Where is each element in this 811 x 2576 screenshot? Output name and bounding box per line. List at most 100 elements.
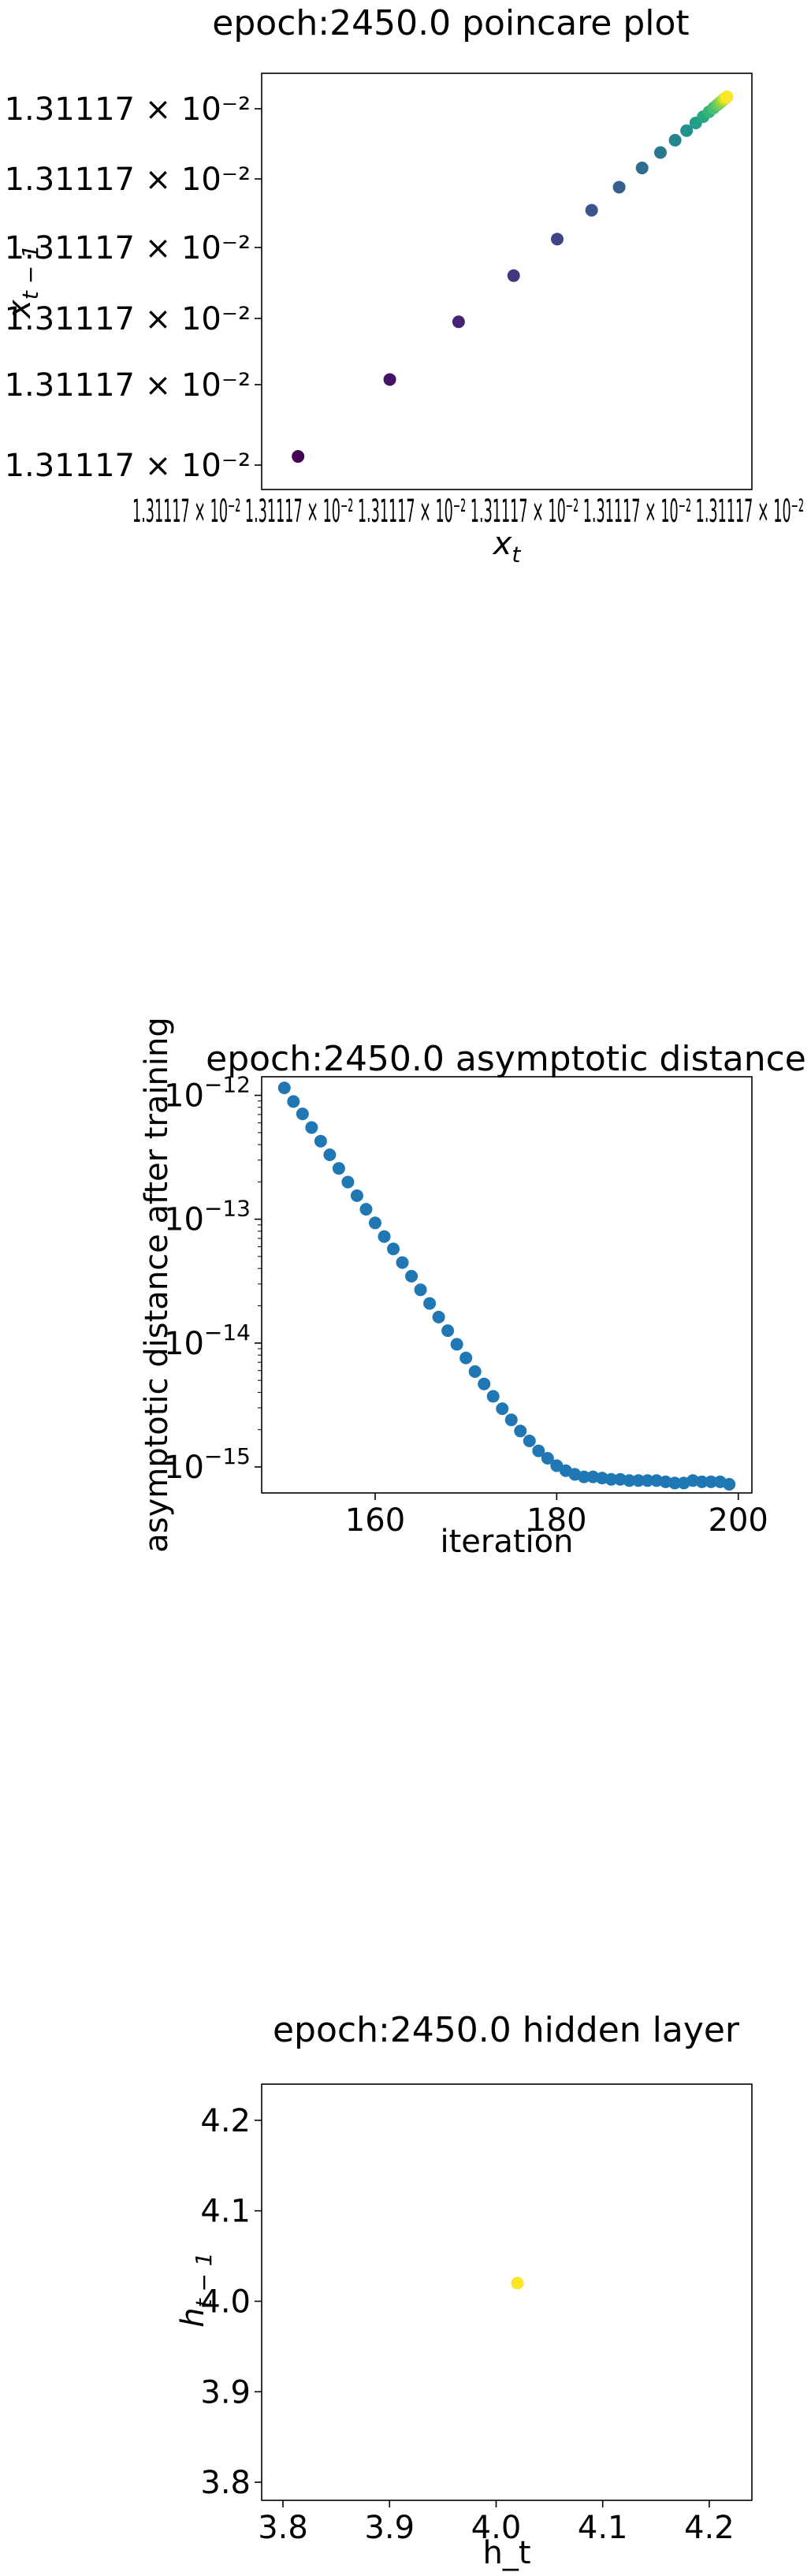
asymptotic-point (478, 1377, 491, 1390)
asymptotic-point (287, 1095, 300, 1108)
poincare-point (635, 162, 649, 175)
hidden-layer-y-tick-label: 3.9 (200, 2374, 251, 2410)
asymptotic-point (632, 1474, 645, 1487)
poincare-point (720, 90, 734, 103)
asymptotic-point (577, 1470, 590, 1483)
asymptotic-x-tick-label: 180 (526, 1502, 586, 1539)
asymptotic-point (359, 1203, 373, 1216)
asymptotic-x-tick-label: 200 (709, 1502, 768, 1539)
asymptotic-point (332, 1162, 345, 1175)
asymptotic-point (723, 1478, 736, 1491)
asymptotic-point (523, 1435, 536, 1447)
poincare-y-tick-label: 1.31117 × 10⁻² (5, 448, 251, 484)
asymptotic-point (350, 1189, 363, 1202)
asymptotic-x-ticks: 160 180 200 (345, 1493, 768, 1539)
asymptotic-point (450, 1338, 463, 1351)
hidden-layer-x-tick-label: 4.2 (684, 2510, 735, 2546)
poincare-point (668, 133, 682, 147)
poincare-y-tick-label: 1.31117 × 10⁻² (5, 162, 251, 198)
hidden-layer-points (511, 2276, 524, 2290)
hidden-layer-y-tick-label: 4.2 (200, 2103, 251, 2139)
hidden-layer-x-tick-label: 3.8 (258, 2510, 308, 2546)
asymptotic-x-axis-label: iteration (441, 1524, 574, 1560)
asymptotic-point (486, 1390, 500, 1403)
asymptotic-point (296, 1107, 309, 1121)
asymptotic-point (695, 1475, 709, 1488)
asymptotic-point (441, 1324, 455, 1338)
hidden-layer-x-tick-label: 3.9 (364, 2510, 415, 2546)
hidden-layer-x-tick-label: 4.0 (471, 2510, 522, 2546)
poincare-point (383, 373, 396, 386)
hidden-layer-point (511, 2276, 524, 2290)
asymptotic-point (504, 1413, 518, 1427)
poincare-x-tick-labels: 1.31117 × 10⁻² 1.31117 × 10⁻² 1.31117 × … (132, 493, 804, 530)
asymptotic-point (314, 1134, 327, 1148)
poincare-points (292, 90, 734, 463)
poincare-plot-area (261, 73, 753, 490)
poincare-y-axis-label: xt − 1 (2, 244, 43, 320)
asymptotic-point (423, 1297, 437, 1310)
asymptotic-point (414, 1283, 427, 1297)
asymptotic-point (496, 1402, 509, 1416)
asymptotic-point (641, 1474, 654, 1487)
poincare-y-tick-label: 1.31117 × 10⁻² (5, 367, 251, 404)
poincare-chart: epoch:2450.0 poincare plot 1.31117 × 10⁻… (2, 3, 804, 568)
asymptotic-point (405, 1270, 419, 1282)
poincare-point (612, 181, 626, 194)
hidden-layer-y-tick-label: 4.0 (200, 2284, 251, 2320)
poincare-y-ticks: 1.31117 × 10⁻² 1.31117 × 10⁻² 1.31117 × 10… (5, 91, 262, 484)
asymptotic-title: epoch:2450.0 asymptotic distance (206, 1039, 806, 1079)
asymptotic-y-tick-label: 10−13 (164, 1196, 251, 1238)
poincare-point (551, 233, 564, 246)
asymptotic-point (432, 1310, 445, 1323)
asymptotic-point (623, 1474, 636, 1487)
asymptotic-point (532, 1444, 545, 1457)
hidden-layer-x-ticks: 3.8 3.9 4.0 4.1 4.2 (258, 2500, 735, 2546)
hidden-layer-chart: epoch:2450.0 hidden layer 3.8 3.9 4.0 4.1 4.… (175, 2010, 753, 2571)
hidden-layer-title: epoch:2450.0 hidden layer (273, 2010, 740, 2050)
asymptotic-point (459, 1351, 473, 1364)
asymptotic-plot-area (261, 1076, 753, 1494)
asymptotic-point (277, 1081, 291, 1095)
poincare-y-tick-label: 1.31117 × 10⁻² (5, 230, 251, 266)
asymptotic-y-axis-label: asymptotic distance after training (139, 1017, 175, 1553)
asymptotic-point (341, 1175, 355, 1189)
asymptotic-y-tick-label: 10−14 (164, 1320, 251, 1362)
hidden-layer-y-ticks: 3.8 3.9 4.0 4.1 4.2 (200, 2103, 262, 2501)
asymptotic-point (387, 1242, 400, 1256)
asymptotic-point (605, 1472, 618, 1486)
poincare-x-axis-label: xt (492, 526, 522, 568)
poincare-y-tick-label: 1.31117 × 10⁻² (5, 301, 251, 337)
asymptotic-point (368, 1216, 381, 1230)
asymptotic-x-tick-label: 160 (345, 1502, 405, 1539)
poincare-point (507, 269, 520, 282)
asymptotic-point (396, 1256, 409, 1269)
poincare-point (452, 315, 465, 329)
asymptotic-points (277, 1081, 736, 1491)
hidden-layer-plot-area (261, 2083, 753, 2501)
hidden-layer-x-tick-label: 4.1 (578, 2510, 628, 2546)
poincare-title: epoch:2450.0 poincare plot (212, 3, 689, 43)
poincare-y-tick-label: 1.31117 × 10⁻² (5, 91, 251, 128)
asymptotic-point (305, 1121, 318, 1134)
asymptotic-point (705, 1475, 718, 1488)
asymptotic-y-ticks: 10−12 10−13 10−14 10−15 (164, 1072, 262, 1486)
asymptotic-point (468, 1365, 482, 1378)
hidden-layer-y-tick-label: 4.1 (200, 2194, 251, 2230)
hidden-layer-x-axis-label: h_t (482, 2535, 530, 2571)
poincare-point (585, 203, 598, 217)
asymptotic-point (323, 1148, 337, 1161)
asymptotic-point (378, 1230, 391, 1243)
poincare-point (292, 450, 305, 463)
asymptotic-point (668, 1476, 682, 1490)
hidden-layer-y-tick-label: 3.8 (200, 2465, 251, 2501)
asymptotic-point (514, 1424, 527, 1438)
asymptotic-y-tick-label: 10−12 (164, 1072, 251, 1115)
asymptotic-point (541, 1452, 554, 1465)
asymptotic-y-tick-label: 10−15 (164, 1443, 251, 1486)
poincare-point (653, 146, 667, 159)
hidden-layer-y-axis-label: ht − 1 (175, 2252, 217, 2327)
poincare-point (680, 124, 694, 137)
asymptotic-distance-chart: epoch:2450.0 asymptotic distance 160 180 2… (139, 1017, 806, 1560)
